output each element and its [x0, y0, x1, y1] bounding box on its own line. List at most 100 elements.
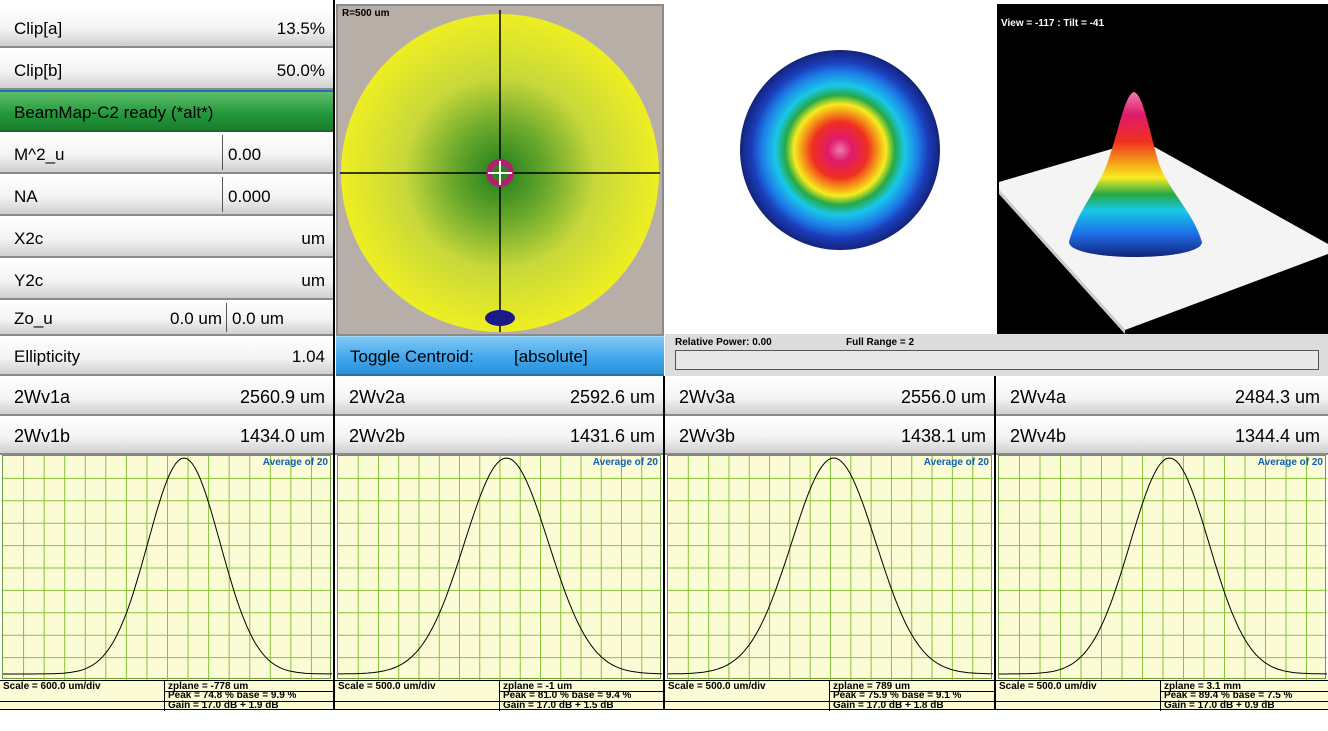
footer-divider [1160, 691, 1328, 692]
average-label: Average of 20 [923, 457, 989, 468]
profile-plot-2[interactable]: Average of 20 [337, 455, 662, 680]
width-row-2b[interactable]: 2Wv2b 1431.6 um [335, 416, 663, 455]
profile-curve-svg [999, 456, 1327, 680]
width-row-2a[interactable]: 2Wv2a 2592.6 um [335, 377, 663, 416]
beam-3d-graphic [999, 92, 1328, 334]
zo-value-1: 0.0 um [170, 309, 222, 328]
m2u-divider [222, 135, 223, 170]
footer-divider [829, 681, 830, 711]
profile-footer-4: Scale = 500.0 um/div zplane = 3.1 mm Peak … [996, 680, 1328, 711]
footer-peak: Peak = 81.0 % base = 9.4 % [503, 691, 632, 701]
m2u-row[interactable]: M^2_u 0.00 [0, 132, 333, 174]
relative-power-label: Relative Power: 0.00 [675, 337, 772, 348]
na-label: NA [14, 187, 38, 206]
profile-plot-1[interactable]: Average of 20 [2, 455, 332, 680]
zo-value-2: 0.0 um [232, 309, 284, 328]
footer-divider [1160, 681, 1161, 711]
width-value: 2556.0 um [900, 387, 986, 407]
ellipticity-row[interactable]: Ellipticity 1.04 [0, 336, 333, 376]
footer-divider [0, 701, 333, 702]
ellipticity-label: Ellipticity [14, 347, 81, 366]
footer-peak: Peak = 75.9 % base = 9.1 % [833, 691, 962, 701]
footer-divider [665, 701, 994, 702]
footer-scale: Scale = 500.0 um/div [999, 681, 1097, 692]
column-separator [333, 0, 335, 710]
zo-divider [226, 303, 227, 332]
toggle-centroid-label: Toggle Centroid: [350, 347, 474, 366]
footer-divider [164, 691, 333, 692]
toggle-centroid-button[interactable]: Toggle Centroid: [absolute] [336, 336, 664, 376]
width-label: 2Wv1a [14, 387, 71, 407]
profile-footer-1: Scale = 600.0 um/div zplane = -778 um Peak… [0, 680, 333, 711]
footer-gain: Gain = 17.0 dB + 1.9 dB [168, 700, 279, 711]
clip-b-row[interactable]: Clip[b] 50.0% [0, 48, 333, 90]
na-value: 0.000 [228, 187, 271, 206]
profile-curve [3, 457, 332, 675]
x2c-row[interactable]: X2c um [0, 216, 333, 258]
power-bar [675, 350, 1319, 370]
footer-divider [335, 701, 663, 702]
x2c-value: um [301, 229, 325, 248]
width-value: 2484.3 um [1234, 387, 1320, 407]
clip-b-label: Clip[b] [14, 61, 63, 80]
beam-map-radius: R=500 um [342, 8, 390, 19]
profile-curve [338, 457, 662, 675]
footer-peak: Peak = 74.8 % base = 9.9 % [168, 691, 297, 701]
column-separator [994, 376, 996, 710]
zo-row[interactable]: Zo_u 0.0 um 0.0 um [0, 300, 333, 336]
clip-a-row[interactable]: Clip[a] 13.5% [0, 6, 333, 48]
column-separator [663, 376, 665, 710]
average-label: Average of 20 [262, 457, 328, 468]
footer-gain: Gain = 17.0 dB + 1.8 dB [833, 700, 944, 711]
width-row-4a[interactable]: 2Wv4a 2484.3 um [996, 377, 1328, 416]
profile-curve [668, 457, 993, 675]
footer-divider [499, 691, 663, 692]
footer-gain: Gain = 17.0 dB + 0.9 dB [1164, 700, 1275, 711]
beam-map-panel[interactable]: R=500 um [336, 4, 664, 336]
width-value: 2592.6 um [569, 387, 655, 407]
width-value: 1438.1 um [900, 426, 986, 446]
width-row-1a[interactable]: 2Wv1a 2560.9 um [0, 377, 333, 416]
footer-scale: Scale = 500.0 um/div [668, 681, 766, 692]
power-panel: Relative Power: 0.00 Full Range = 2 [665, 334, 1328, 376]
average-label: Average of 20 [1257, 457, 1323, 468]
width-value: 2560.9 um [239, 387, 325, 407]
footer-scale: Scale = 600.0 um/div [3, 681, 101, 692]
m2u-value: 0.00 [228, 145, 262, 164]
width-row-1b[interactable]: 2Wv1b 1434.0 um [0, 416, 333, 455]
clip-a-value: 13.5% [276, 19, 325, 38]
footer-zplane: zplane = -1 um [503, 681, 573, 692]
beam-3d-panel[interactable]: View = -117 : Tilt = -41 [997, 4, 1328, 334]
footer-divider [829, 691, 994, 692]
status-bar[interactable]: BeamMap-C2 ready (*alt*) [0, 90, 333, 132]
profile-plot-4[interactable]: Average of 20 [998, 455, 1327, 680]
profile-footer-3: Scale = 500.0 um/div zplane = 789 um Peak … [665, 680, 994, 711]
y2c-row[interactable]: Y2c um [0, 258, 333, 300]
width-label: 2Wv4a [1010, 387, 1067, 407]
profile-curve-svg [668, 456, 993, 680]
width-row-3a[interactable]: 2Wv3a 2556.0 um [665, 377, 994, 416]
beam-2d-panel[interactable] [665, 4, 997, 334]
footer-zplane: zplane = 789 um [833, 681, 910, 692]
beam-2d-graphic [740, 50, 940, 250]
profile-plot-3[interactable]: Average of 20 [667, 455, 993, 680]
profile-footer-2: Scale = 500.0 um/div zplane = -1 um Peak =… [335, 680, 663, 711]
toggle-centroid-mode: [absolute] [514, 347, 588, 366]
footer-peak: Peak = 89.4 % base = 7.5 % [1164, 691, 1293, 701]
ellipticity-value: 1.04 [291, 347, 325, 366]
profile-curve-svg [3, 456, 332, 680]
width-label: 2Wv3b [679, 426, 736, 446]
na-row[interactable]: NA 0.000 [0, 174, 333, 216]
width-row-3b[interactable]: 2Wv3b 1438.1 um [665, 416, 994, 455]
width-row-4b[interactable]: 2Wv4b 1344.4 um [996, 416, 1328, 455]
average-label: Average of 20 [592, 457, 658, 468]
width-value: 1344.4 um [1234, 426, 1320, 446]
x2c-label: X2c [14, 229, 44, 248]
footer-divider [996, 701, 1328, 702]
footer-zplane: zplane = -778 um [168, 681, 249, 692]
full-range-label: Full Range = 2 [846, 337, 915, 348]
footer-zplane: zplane = 3.1 mm [1164, 681, 1241, 692]
footer-divider [164, 681, 165, 711]
width-label: 2Wv2b [349, 426, 406, 446]
y2c-value: um [301, 271, 325, 290]
